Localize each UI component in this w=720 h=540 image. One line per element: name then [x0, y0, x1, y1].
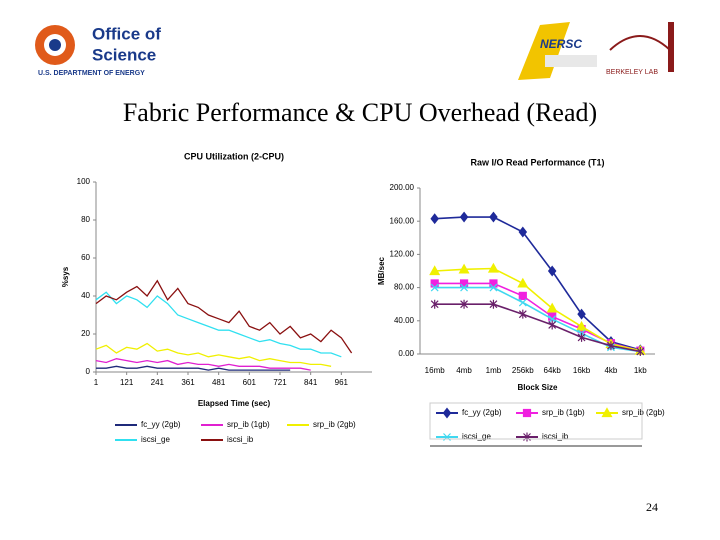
y-tick-label: 120.00	[390, 250, 415, 259]
logo-ring	[49, 39, 61, 51]
x-axis-label: Block Size	[517, 383, 558, 392]
y-tick-label: 40	[81, 291, 90, 300]
marker	[489, 299, 498, 309]
marker	[517, 277, 529, 288]
series-line	[434, 303, 641, 353]
marker	[546, 302, 558, 313]
legend-label: iscsi_ge	[462, 432, 491, 441]
marker	[458, 263, 470, 274]
lab-sub	[545, 55, 597, 67]
y-axis-label: %sys	[61, 266, 70, 287]
y-axis-label: MB/sec	[377, 256, 386, 285]
marker	[577, 332, 586, 342]
berkeley-arch	[609, 35, 671, 51]
chart-title: CPU Utilization (2-CPU)	[184, 151, 284, 161]
legend-label: iscsi_ib	[542, 432, 569, 441]
x-tick-label: 1	[94, 378, 99, 387]
chart-title: Raw I/O Read Performance (T1)	[470, 157, 604, 167]
marker	[576, 320, 588, 331]
lab-logos: NERSC BERKELEY LAB	[518, 22, 674, 80]
y-tick-label: 60	[81, 253, 90, 262]
x-tick-label: 601	[243, 378, 257, 387]
x-tick-label: 16kb	[573, 366, 591, 375]
marker	[547, 265, 557, 277]
x-tick-label: 721	[273, 378, 287, 387]
marker	[430, 299, 439, 309]
marker	[460, 299, 468, 309]
series-line	[95, 291, 342, 358]
marker	[430, 283, 439, 292]
marker	[522, 408, 532, 418]
legend-label: iscsi_ib	[227, 435, 254, 444]
series-line	[96, 365, 291, 371]
series-line	[95, 358, 311, 371]
y-tick-label: 0	[86, 367, 91, 376]
marker	[518, 309, 527, 319]
legend-box	[429, 402, 643, 440]
marker	[430, 213, 439, 225]
x-tick-label: 64kb	[544, 366, 562, 375]
berkeley-tower	[668, 22, 674, 72]
marker	[518, 291, 527, 300]
series-line	[95, 279, 353, 354]
series-line	[95, 342, 332, 367]
legend-label: srp_ib (1gb)	[227, 420, 270, 429]
marker	[459, 211, 469, 223]
x-tick-label: 841	[304, 378, 318, 387]
marker	[636, 347, 645, 357]
doe-logo: Office of Science U.S. DEPARTMENT OF ENE…	[35, 24, 161, 77]
x-tick-label: 4mb	[456, 366, 472, 375]
series-line	[434, 267, 641, 352]
y-tick-label: 0.00	[398, 349, 414, 358]
x-tick-label: 1mb	[486, 366, 502, 375]
y-tick-label: 160.00	[390, 216, 415, 225]
x-tick-label: 4kb	[604, 366, 617, 375]
x-tick-label: 481	[212, 378, 226, 387]
y-tick-label: 40.00	[394, 316, 415, 325]
legend-label: iscsi_ge	[141, 435, 170, 444]
x-tick-label: 241	[151, 378, 165, 387]
y-tick-label: 200.00	[390, 183, 415, 192]
y-tick-label: 20	[81, 329, 90, 338]
marker	[601, 407, 613, 418]
page-number: 24	[646, 500, 658, 514]
marker	[548, 320, 557, 330]
lab-name: NERSC	[540, 37, 582, 51]
marker	[518, 226, 528, 238]
org-name: Office of	[92, 24, 161, 43]
x-tick-label: 256kb	[512, 366, 534, 375]
x-axis-label: Elapsed Time (sec)	[198, 399, 271, 408]
marker	[548, 315, 557, 324]
marker	[489, 283, 498, 292]
marker	[442, 407, 452, 419]
y-tick-label: 100	[77, 177, 91, 186]
org-name: Science	[92, 45, 156, 64]
marker	[518, 298, 527, 307]
marker	[607, 341, 615, 351]
legend-label: srp_ib (1gb)	[542, 408, 585, 417]
marker	[429, 265, 441, 276]
x-tick-label: 121	[120, 378, 134, 387]
marker	[577, 308, 586, 320]
x-tick-label: 361	[181, 378, 195, 387]
marker	[487, 262, 499, 273]
slide-title: Fabric Performance & CPU Overhead (Read)	[123, 98, 597, 127]
marker	[489, 211, 498, 223]
legend-label: fc_yy (2gb)	[462, 408, 502, 417]
org-sub: U.S. DEPARTMENT OF ENERGY	[38, 70, 145, 77]
marker	[460, 283, 468, 292]
lab-name: BERKELEY LAB	[606, 69, 658, 76]
y-tick-label: 80.00	[394, 283, 415, 292]
nersc-bolt	[518, 22, 570, 80]
legend-label: srp_ib (2gb)	[313, 420, 356, 429]
legend-label: srp_ib (2gb)	[622, 408, 665, 417]
x-tick-label: 1kb	[634, 366, 647, 375]
series-line	[434, 216, 641, 351]
x-tick-label: 961	[335, 378, 349, 387]
y-tick-label: 80	[81, 215, 90, 224]
x-tick-label: 16mb	[425, 366, 446, 375]
legend-label: fc_yy (2gb)	[141, 420, 181, 429]
